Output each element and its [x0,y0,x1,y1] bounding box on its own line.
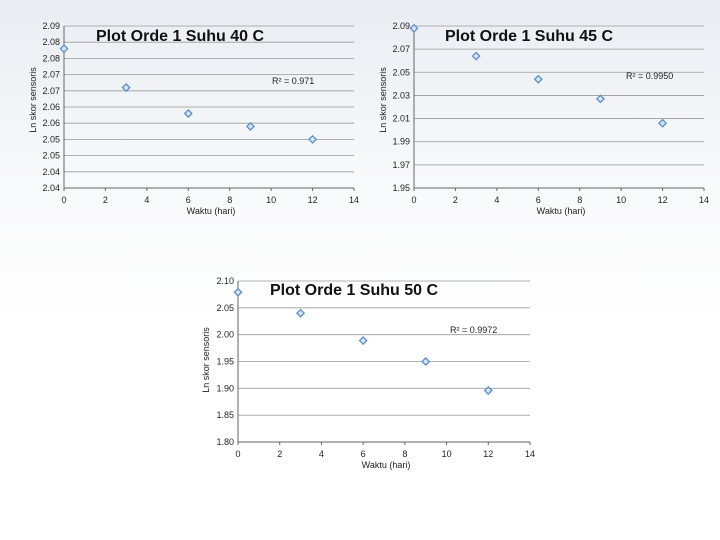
chart-title: Plot Orde 1 Suhu 45 C [445,28,613,45]
y-tick-label: 2.10 [216,276,234,286]
y-tick-label: 2.04 [42,183,60,193]
x-tick-label: 10 [266,195,276,205]
data-point [471,51,481,61]
data-point [533,74,543,84]
chart-suhu-45: 1.95 1.97 1.99 2.01 2.03 2.05 2.07 2.09 0 2 4 6 8 10 1… [378,21,709,216]
x-tick-label: 10 [616,195,626,205]
data-point [245,121,255,131]
x-tick-label: 12 [308,195,318,205]
data-point [121,83,131,93]
y-tick-label: 1.95 [392,183,410,193]
x-tick-label: 14 [699,195,709,205]
x-tick-label: 4 [144,195,149,205]
y-tick-label: 2.07 [42,70,60,80]
y-tick-label: 2.09 [42,21,60,31]
x-tick-label: 8 [577,195,582,205]
x-tick-label: 6 [186,195,191,205]
chart-title: Plot Orde 1 Suhu 50 C [270,282,438,299]
chart-suhu-40: 2.04 2.04 2.05 2.05 2.06 2.06 2.07 2.07 2.08 2.08… [28,21,359,216]
x-tick-label: 12 [658,195,668,205]
x-tick-label: 6 [361,449,366,459]
y-tick-label: 1.85 [216,410,234,420]
x-tick-label: 0 [411,195,416,205]
x-tick-label: 0 [61,195,66,205]
y-tick-label: 2.06 [42,102,60,112]
y-tick-label: 2.07 [392,44,410,54]
data-point [483,385,493,395]
y-axis-label: Ln skor sensoris [201,327,211,393]
x-tick-label: 4 [494,195,499,205]
chart-title: Plot Orde 1 Suhu 40 C [96,28,264,45]
data-point [358,336,368,346]
y-axis-label: Ln skor sensoris [28,67,38,133]
x-axis-label: Waktu (hari) [537,206,586,216]
r-squared-annotation: R² = 0.9972 [450,325,497,335]
x-axis-label: Waktu (hari) [187,206,236,216]
y-tick-label: 2.00 [216,330,234,340]
x-tick-label: 0 [235,449,240,459]
y-tick-label: 2.01 [392,114,410,124]
y-tick-label: 2.03 [392,90,410,100]
x-tick-label: 2 [277,449,282,459]
x-tick-label: 12 [483,449,493,459]
x-tick-label: 6 [536,195,541,205]
data-point [233,287,243,297]
x-tick-label: 14 [525,449,535,459]
y-tick-label: 2.05 [42,134,60,144]
y-tick-label: 2.05 [42,151,60,161]
r-squared-annotation: R² = 0.971 [272,76,314,86]
y-tick-label: 2.05 [392,67,410,77]
x-tick-label: 14 [349,195,359,205]
y-tick-label: 2.05 [216,303,234,313]
r-squared-annotation: R² = 0.9950 [626,71,673,81]
y-tick-label: 2.04 [42,167,60,177]
chart-suhu-50: 1.80 1.85 1.90 1.95 2.00 2.05 2.10 0 2 4 6 8 10 12 14 W… [201,276,535,470]
data-point [409,23,419,33]
data-point [421,356,431,367]
x-tick-label: 4 [319,449,324,459]
data-point [308,134,318,144]
x-tick-label: 10 [442,449,452,459]
y-tick-label: 2.07 [42,86,60,96]
data-point [595,94,605,104]
data-point [658,118,668,128]
data-point [296,308,306,318]
y-axis-label: Ln skor sensoris [378,67,388,133]
y-tick-label: 1.90 [216,383,234,393]
x-tick-label: 8 [227,195,232,205]
data-point [59,44,69,54]
x-tick-label: 2 [103,195,108,205]
y-tick-label: 2.06 [42,118,60,128]
y-tick-label: 2.09 [392,21,410,31]
data-point [183,108,193,118]
y-tick-label: 2.08 [42,37,60,47]
y-tick-label: 1.99 [392,137,410,147]
x-axis-label: Waktu (hari) [362,460,411,470]
y-tick-label: 1.97 [392,160,410,170]
y-tick-label: 2.08 [42,53,60,63]
y-tick-label: 1.95 [216,357,234,367]
y-tick-label: 1.80 [216,437,234,447]
x-tick-label: 8 [402,449,407,459]
x-tick-label: 2 [453,195,458,205]
